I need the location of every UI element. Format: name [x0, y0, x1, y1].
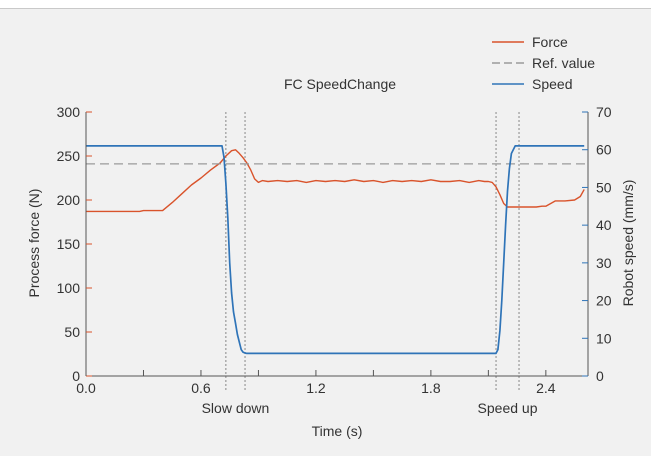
y-left-tick-label-5: 250	[57, 148, 81, 164]
chart-panel	[0, 8, 651, 456]
legend-ref-label: Ref. value	[532, 55, 595, 71]
y-left-tick-label-4: 200	[57, 192, 81, 208]
y-axis-right-label: Robot speed (mm/s)	[620, 180, 636, 307]
annotation-speed-up: Speed up	[478, 400, 538, 416]
x-tick-label-3: 1.8	[421, 380, 441, 396]
y-right-tick-label-7: 70	[596, 104, 612, 120]
legend-speed-label: Speed	[532, 76, 572, 92]
y-right-tick-label-0: 0	[596, 368, 604, 384]
x-tick-label-0: 0.0	[76, 380, 96, 396]
y-left-tick-label-0: 0	[72, 368, 80, 384]
y-left-tick-label-6: 300	[57, 104, 81, 120]
series-line-speed	[86, 145, 585, 355]
x-axis-label: Time (s)	[312, 423, 363, 439]
y-right-tick-label-5: 50	[596, 179, 612, 195]
y-right-tick-label-4: 40	[596, 217, 612, 233]
y-right-tick-label-2: 20	[596, 293, 612, 309]
series-line-force	[86, 149, 585, 213]
y-right-tick-label-1: 10	[596, 330, 612, 346]
x-tick-label-1: 0.6	[191, 380, 211, 396]
y-left-tick-label-1: 50	[64, 324, 80, 340]
legend: Force Ref. value Speed	[492, 34, 595, 92]
x-tick-label-2: 1.2	[306, 380, 326, 396]
y-left-tick-label-3: 150	[57, 236, 81, 252]
annotation-slow-down: Slow down	[202, 400, 270, 416]
y-axis-left-label: Process force (N)	[26, 189, 42, 298]
legend-force-label: Force	[532, 34, 568, 50]
y-left-tick-label-2: 100	[57, 280, 81, 296]
y-right-tick-label-3: 30	[596, 255, 612, 271]
y-right-tick-label-6: 60	[596, 142, 612, 158]
chart-title: FC SpeedChange	[284, 76, 396, 92]
x-tick-label-4: 2.4	[536, 380, 556, 396]
